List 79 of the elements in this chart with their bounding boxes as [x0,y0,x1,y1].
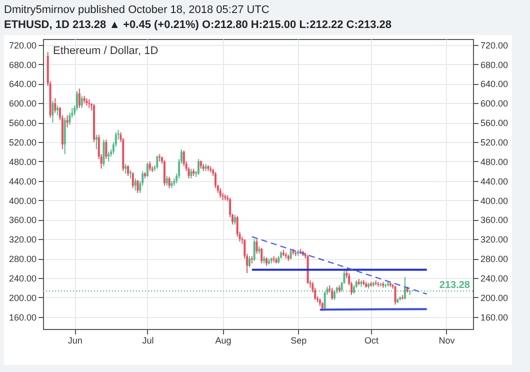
y-tick-label: 640.00 [8,79,36,90]
candlestick [127,164,130,176]
y2-tick-label: 440.00 [480,176,508,186]
candlestick [331,287,334,300]
candlestick [66,114,68,128]
candlestick [394,285,396,306]
candlestick [250,256,253,264]
candlestick [102,139,105,167]
y2-tick-label: 240.00 [480,273,508,284]
candlestick [290,248,292,260]
x-tick-label: Jun [68,336,82,346]
y-tick-label: 720.00 [8,40,36,50]
y-tick-label: 560.00 [8,118,36,128]
candlestick [182,150,185,167]
y-tick-label: 320.00 [8,234,36,245]
y2-tick-label: 200.00 [480,292,508,303]
candlestick [95,134,98,150]
x-tick-label: Sep [290,336,307,346]
y2-tick-label: 640.00 [480,79,508,90]
candlestick [163,160,166,186]
text: ETHUSD, 1D 213.28 ▲ +0.45 (+0.21%) O:212.80 H:215.00 L:212.22 C:213.28 [4,18,393,33]
candlestick [88,98,90,108]
candlestick [156,155,158,170]
y-tick-label: 600.00 [8,98,36,109]
x-tick-label: Aug [215,336,232,346]
y-tick-label: 280.00 [8,254,36,264]
candlestick [219,188,222,198]
y2-tick-label: 400.00 [480,196,508,206]
candlestick [166,175,168,186]
y-tick-label: 160.00 [8,312,36,322]
y-tick-label: 520.00 [8,137,36,148]
candlestick [54,98,56,114]
candlestick [168,176,170,189]
y-tick-label: 240.00 [8,273,36,284]
candlestick [260,247,263,264]
text: Dmitry5mirnov published October 18, 2018 05:27 UTC [4,3,270,18]
ref-line-label: 213.28 [439,280,470,291]
candlestick [234,214,236,226]
y-tick-label: 440.00 [8,176,36,186]
candlestick [68,112,71,126]
y-tick-label: 400.00 [8,196,36,206]
candlestick [158,154,161,162]
candlestick [105,139,108,160]
candlestick [222,192,224,201]
y2-tick-label: 600.00 [480,98,508,109]
candlestick [56,105,59,116]
candlestick [80,95,83,108]
candlestick [108,151,110,162]
candlestick [52,100,54,124]
candlestick [146,162,148,178]
y2-tick-label: 360.00 [480,215,508,226]
candlestick [78,88,80,108]
candlestick [197,158,200,176]
candlestick [236,215,238,238]
y2-tick-label: 160.00 [480,312,508,322]
candlestick [256,238,258,254]
y-tick-label: 680.00 [8,60,36,70]
candlestick [190,168,192,179]
candlestick [132,172,134,189]
candlestick [253,238,256,262]
y2-tick-label: 480.00 [480,156,508,167]
y-tick-label: 480.00 [8,156,36,167]
candlestick [148,160,151,172]
y2-tick-label: 280.00 [480,254,508,264]
y-tick-label: 360.00 [8,215,36,226]
y2-tick-label: 320.00 [480,234,508,245]
x-tick-label: Oct [364,336,379,346]
candlestick [214,172,216,189]
x-tick-label: Nov [438,336,456,346]
y2-tick-label: 680.00 [480,60,508,70]
y2-tick-label: 560.00 [480,118,508,128]
candlestick [134,178,136,192]
candlestick [248,256,250,268]
y-tick-label: 200.00 [8,292,36,303]
x-tick-label: Jul [142,336,154,346]
y2-tick-label: 720.00 [480,40,508,50]
candlestick [136,179,139,194]
text: Ethereum / Dollar, 1D [53,45,158,57]
y2-tick-label: 520.00 [480,137,508,148]
